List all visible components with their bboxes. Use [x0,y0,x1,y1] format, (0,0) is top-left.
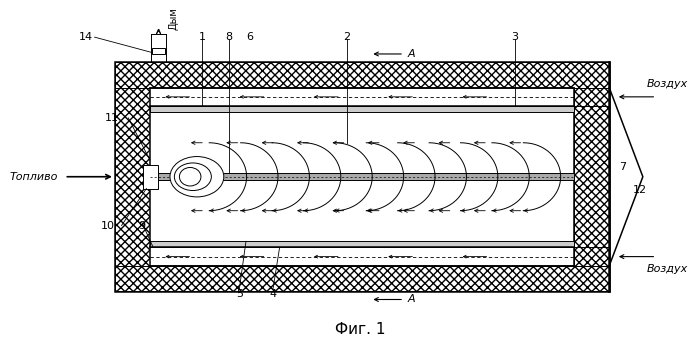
Text: А: А [407,294,415,304]
Text: 4: 4 [270,290,276,299]
Ellipse shape [174,163,211,191]
Text: 5: 5 [236,290,243,299]
Bar [115,266,609,291]
Bar [115,88,150,266]
Text: 3: 3 [512,32,519,42]
Text: 12: 12 [632,185,647,195]
Bar [150,241,574,247]
Text: 1: 1 [199,32,206,42]
Text: Топливо: Топливо [9,172,57,182]
Bar [115,62,609,88]
Bar [150,88,574,266]
Bar [152,48,165,54]
Text: Дым: Дым [169,8,178,30]
Bar [150,106,574,112]
Text: А: А [407,49,415,59]
Ellipse shape [179,167,201,186]
Ellipse shape [170,156,224,197]
Text: 2: 2 [343,32,351,42]
Text: Фиг. 1: Фиг. 1 [335,322,386,337]
Bar [574,88,609,266]
Text: 9: 9 [138,220,146,230]
Bar [143,165,158,189]
Text: Воздух: Воздух [646,264,687,274]
Text: Воздух: Воздух [646,79,687,89]
Text: 6: 6 [246,32,253,42]
Bar [150,173,574,180]
Text: 10: 10 [101,220,115,230]
Text: 7: 7 [619,162,626,172]
Text: 8: 8 [225,32,232,42]
Bar [115,62,609,291]
Text: 11: 11 [104,113,118,123]
Text: 14: 14 [79,32,93,42]
